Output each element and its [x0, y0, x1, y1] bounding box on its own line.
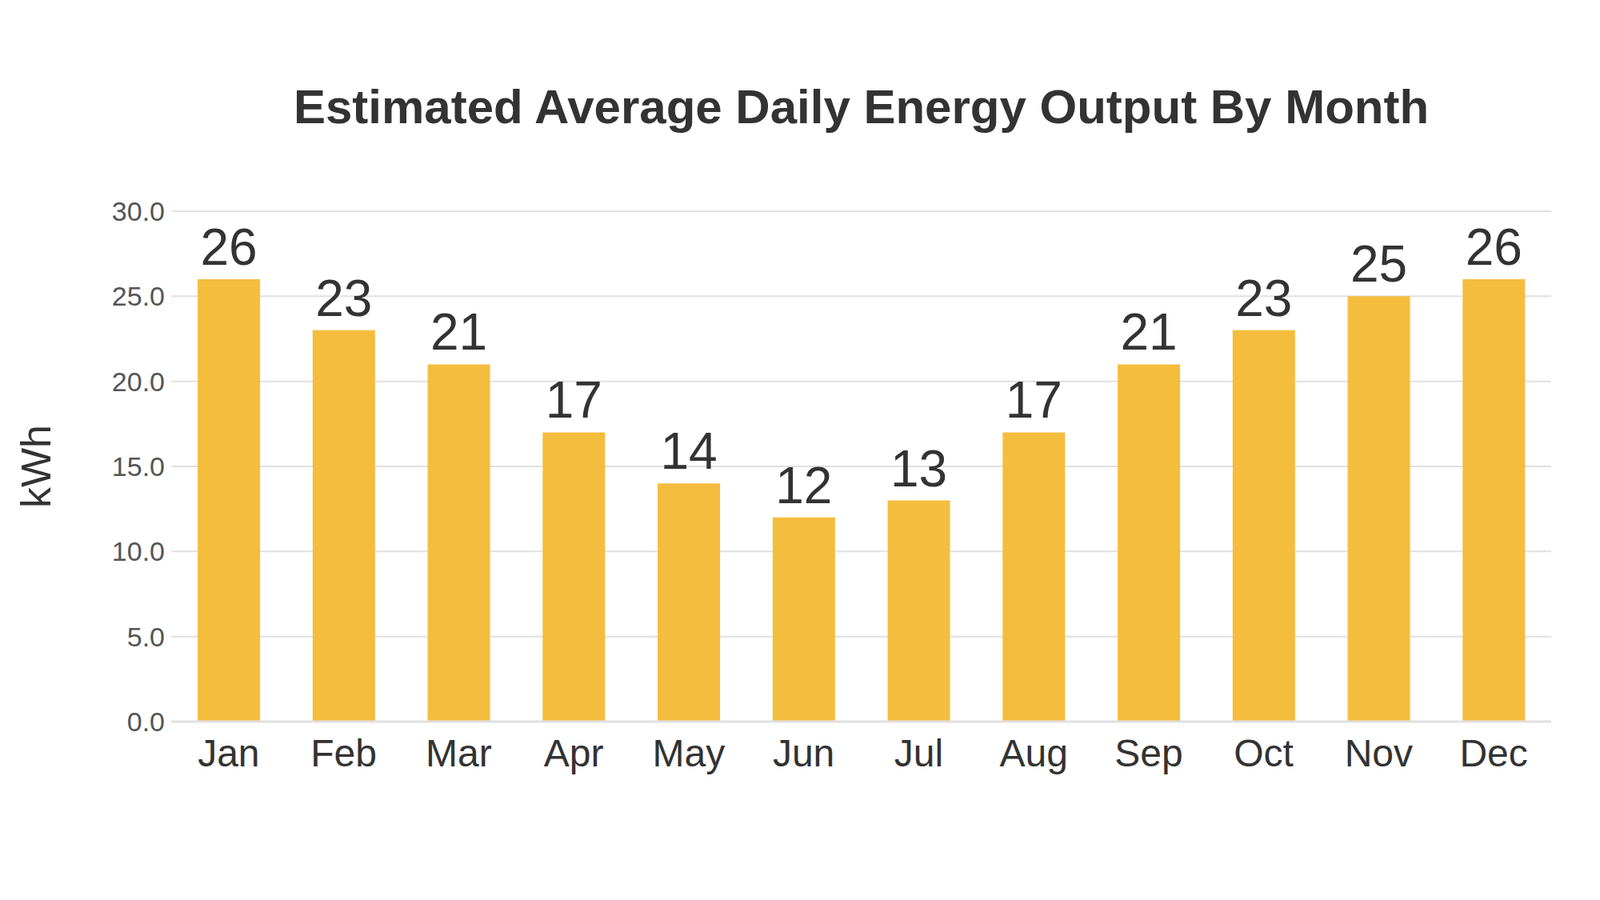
- svg-text:17: 17: [545, 371, 603, 429]
- svg-text:17: 17: [1005, 371, 1063, 429]
- svg-text:23: 23: [315, 269, 372, 328]
- svg-text:Apr: Apr: [544, 732, 604, 775]
- svg-text:12: 12: [775, 456, 832, 515]
- svg-text:Aug: Aug: [999, 732, 1068, 775]
- svg-text:0.0: 0.0: [127, 706, 165, 737]
- svg-text:10.0: 10.0: [112, 536, 165, 567]
- svg-text:5.0: 5.0: [127, 621, 165, 652]
- svg-text:Mar: Mar: [425, 732, 492, 775]
- svg-text:20.0: 20.0: [112, 366, 165, 397]
- svg-text:14: 14: [660, 422, 717, 480]
- svg-text:21: 21: [1120, 303, 1177, 361]
- svg-text:13: 13: [890, 440, 948, 498]
- svg-text:Oct: Oct: [1233, 732, 1294, 775]
- svg-text:Sep: Sep: [1114, 732, 1183, 775]
- svg-text:Jan: Jan: [197, 732, 260, 775]
- svg-text:15.0: 15.0: [112, 451, 165, 482]
- svg-text:Nov: Nov: [1344, 732, 1413, 775]
- svg-text:Feb: Feb: [310, 732, 377, 775]
- svg-text:30.0: 30.0: [112, 196, 165, 227]
- svg-text:May: May: [652, 732, 726, 775]
- svg-text:25.0: 25.0: [112, 280, 165, 312]
- svg-text:23: 23: [1235, 269, 1292, 328]
- svg-text:25: 25: [1350, 235, 1408, 293]
- svg-text:26: 26: [200, 218, 257, 276]
- svg-text:Jun: Jun: [772, 732, 835, 775]
- svg-text:26: 26: [1465, 218, 1523, 276]
- svg-text:21: 21: [430, 303, 488, 361]
- svg-text:Dec: Dec: [1459, 732, 1528, 775]
- svg-text:Jul: Jul: [894, 732, 944, 775]
- html-text:Estimated Average Daily Energy: Estimated Average Daily Energy Output By…: [293, 80, 1429, 134]
- svg-text:kWh: kWh: [12, 424, 60, 508]
